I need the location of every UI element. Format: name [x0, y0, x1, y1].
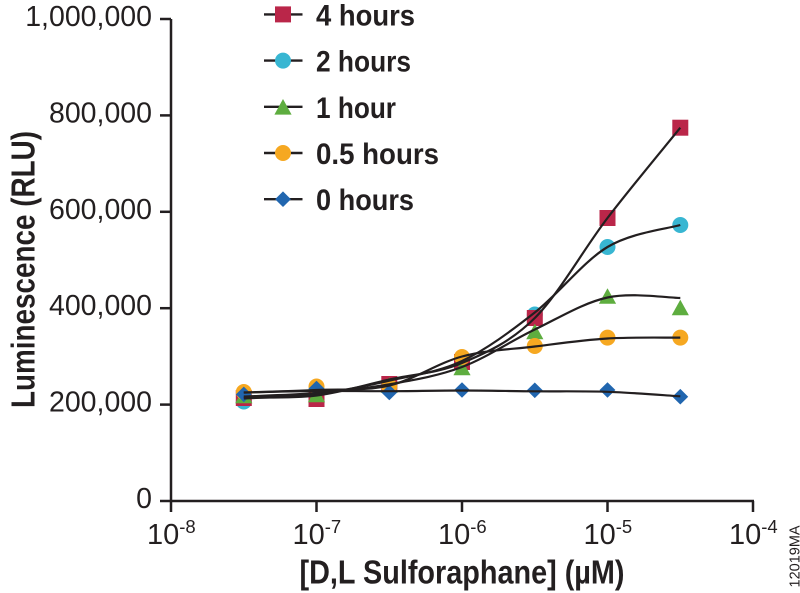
svg-text:10-6: 10-6 [438, 516, 487, 551]
svg-text:[D,L Sulforaphane] (µM): [D,L Sulforaphane] (µM) [300, 554, 625, 591]
svg-text:10-7: 10-7 [293, 516, 342, 551]
svg-text:2 hours: 2 hours [316, 46, 411, 79]
svg-text:800,000: 800,000 [49, 97, 152, 129]
svg-text:Luminescence (RLU): Luminescence (RLU) [5, 131, 42, 408]
svg-text:600,000: 600,000 [49, 194, 152, 226]
svg-text:4 hours: 4 hours [316, 0, 415, 32]
svg-text:0: 0 [136, 483, 152, 515]
svg-text:0.5 hours: 0.5 hours [316, 138, 439, 171]
svg-text:1 hour: 1 hour [316, 92, 396, 125]
svg-text:400,000: 400,000 [49, 290, 152, 322]
svg-text:0 hours: 0 hours [316, 184, 414, 217]
svg-text:12019MA: 12019MA [788, 525, 800, 587]
svg-text:200,000: 200,000 [49, 387, 152, 419]
svg-text:1,000,000: 1,000,000 [25, 1, 152, 33]
